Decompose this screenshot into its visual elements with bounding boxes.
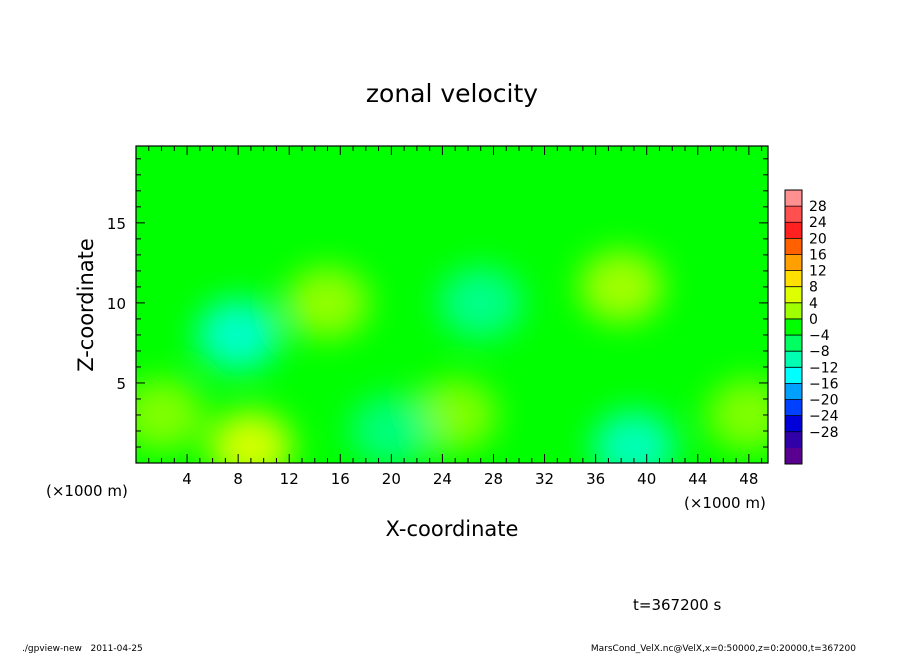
field-blob-8: [349, 394, 434, 463]
field-blob-5: [438, 266, 523, 339]
colorbar-swatch: [785, 190, 802, 207]
colorbar-label: 0: [809, 312, 818, 328]
colorbar-swatch: [785, 254, 802, 271]
plot-frame: [135, 145, 769, 464]
y-tick-label: 10: [107, 295, 126, 313]
colorbar-label: −24: [809, 409, 839, 425]
field-blob-9: [706, 378, 768, 451]
colorbar-label: 12: [809, 264, 827, 280]
footer-right: MarsCond_VelX.nc@VelX,x=0:50000,z=0:2000…: [591, 644, 856, 654]
x-units-left: (×1000 m): [46, 482, 128, 500]
field-blob-7: [413, 378, 498, 451]
colorbar-frame: [784, 189, 803, 465]
colorbar-swatch: [785, 335, 802, 352]
field-blob-2: [579, 250, 664, 323]
y-tick-label: 5: [116, 375, 126, 393]
x-tick-label: 48: [739, 470, 758, 488]
x-tick-label: 8: [233, 470, 243, 488]
x-tick-label: 4: [182, 470, 192, 488]
field-features: [136, 250, 768, 463]
colorbar-swatch: [785, 447, 802, 465]
colorbar-swatch: [785, 302, 802, 320]
y-tick-label: 15: [107, 215, 126, 233]
field-blob-1: [208, 411, 293, 463]
colorbar-swatch: [785, 222, 802, 239]
x-tick-label: 28: [484, 470, 503, 488]
field-blob-0: [196, 298, 281, 371]
colorbar-swatch: [785, 238, 802, 255]
y-axis-ticks: 5 10 15: [107, 158, 768, 448]
colorbar-swatch: [785, 318, 802, 336]
x-tick-label: 12: [280, 470, 299, 488]
time-label: t=367200 s: [633, 596, 721, 614]
colorbar-label: 4: [809, 296, 818, 312]
x-axis-ticks: 4 8 12 16 20 24 28 32 36 40 44 48: [148, 146, 763, 488]
field-blob-3: [285, 266, 370, 339]
colorbar-label: −16: [809, 376, 839, 392]
colorbar-swatch: [785, 431, 802, 449]
colorbar-label: 20: [809, 231, 827, 247]
x-units-right: (×1000 m): [684, 494, 766, 512]
x-tick-label: 20: [382, 470, 401, 488]
x-tick-label: 32: [535, 470, 554, 488]
colorbar-label: 28: [809, 199, 827, 215]
colorbar-swatch: [785, 383, 802, 400]
y-axis-label: Z-coordinate: [74, 238, 98, 372]
field-blob-4: [591, 411, 676, 463]
chart-title: zonal velocity: [366, 79, 538, 108]
colorbar-label: −28: [809, 425, 839, 441]
x-axis-label: X-coordinate: [386, 517, 519, 541]
colorbar-label: 8: [809, 280, 818, 296]
x-tick-label: 44: [688, 470, 707, 488]
field-blob-6: [136, 378, 204, 451]
x-tick-label: 16: [331, 470, 350, 488]
colorbar-label: −8: [809, 344, 830, 360]
colorbar-label: −12: [809, 360, 839, 376]
colorbar-swatch: [785, 206, 802, 223]
colorbar-swatch: [785, 351, 802, 368]
colorbar-label: −20: [809, 393, 839, 409]
colorbar-swatch: [785, 399, 802, 417]
x-tick-label: 40: [637, 470, 656, 488]
colorbar-swatch: [785, 415, 802, 433]
colorbar-swatch: [785, 367, 802, 384]
x-tick-label: 24: [433, 470, 452, 488]
colorbar-swatch: [785, 270, 802, 288]
colorbar-label: 24: [809, 215, 827, 231]
colorbar-swatch: [785, 286, 802, 304]
footer-left: ./gpview-new 2011-04-25: [22, 644, 143, 654]
colorbar-label: −4: [809, 328, 830, 344]
x-tick-label: 36: [586, 470, 605, 488]
colorbar-label: 16: [809, 247, 827, 263]
